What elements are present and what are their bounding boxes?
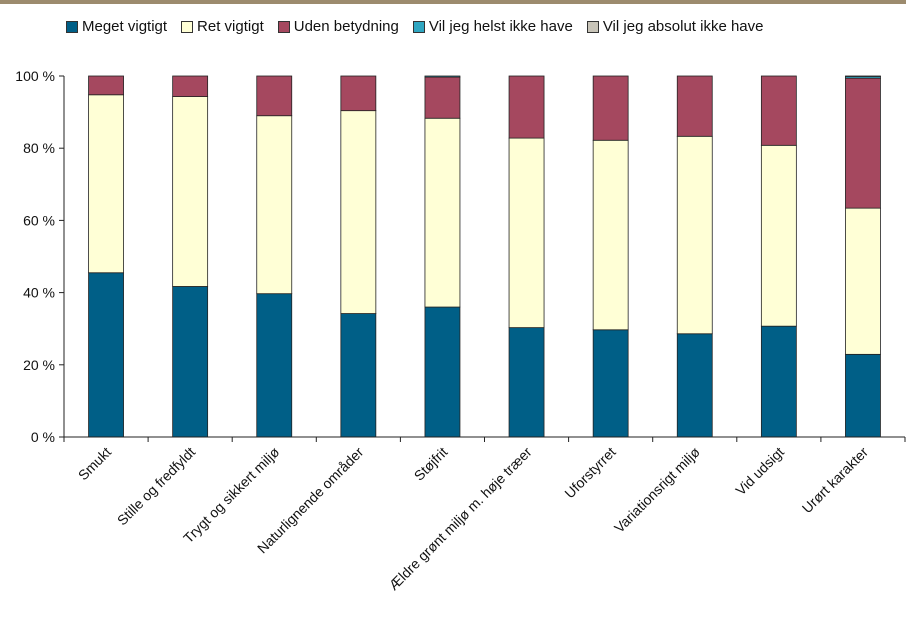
bar-segment [424, 75, 461, 78]
legend-item-uden-betydning: Uden betydning [277, 18, 399, 35]
bar-segment [256, 293, 293, 438]
bar-segment [340, 313, 377, 438]
y-tick-label: 20 % [23, 357, 55, 373]
legend: Meget vigtigt Ret vigtigt Uden betydning… [66, 18, 764, 35]
bar-segment [508, 137, 545, 329]
legend-swatch [181, 20, 194, 33]
legend-label: Meget vigtigt [82, 18, 168, 35]
legend-swatch [66, 20, 78, 33]
y-tick-label: 60 % [23, 212, 55, 228]
legend-swatch [412, 20, 425, 33]
legend-item-meget-vigtigt: Meget vigtigt [66, 18, 167, 35]
x-tick-label: Stille og fredfyldt [114, 444, 199, 529]
bar-segment [845, 77, 881, 209]
x-tick-label: Variationsrigt miljø [611, 443, 703, 535]
y-tick-label: 80 % [23, 140, 55, 156]
legend-label: Vil jeg absolut ikke have [602, 18, 764, 35]
bar-segment [676, 75, 713, 137]
bar-segment [256, 75, 293, 117]
bar-segment [340, 75, 377, 112]
bar-segment [88, 94, 124, 274]
bar-segment [172, 96, 209, 287]
bar-segment [256, 115, 293, 295]
bar-segment [592, 139, 629, 331]
legend-item-helst-ikke: Vil jeg helst ikke have [412, 18, 573, 35]
bar-segment [508, 75, 545, 139]
bar-segment [172, 75, 209, 97]
bar-segment [172, 286, 209, 438]
y-tick-label: 0 % [31, 429, 55, 445]
legend-label: Vil jeg helst ikke have [428, 18, 573, 35]
legend-label: Ret vigtigt [197, 18, 264, 35]
bar-segment [592, 329, 629, 438]
bar-segment [760, 75, 797, 146]
bar-segment [424, 117, 461, 308]
bar-segment [508, 327, 545, 438]
x-tick-label: Uforstyrret [561, 444, 619, 502]
bar-segment [592, 75, 629, 141]
legend-item-absolut-ikke: Vil jeg absolut ikke have [586, 18, 764, 35]
y-tick-label: 100 % [15, 68, 55, 84]
bar-segment [88, 272, 124, 438]
bar-segment [760, 325, 797, 438]
bar-segment [676, 135, 713, 335]
bar-segment [845, 207, 881, 355]
x-tick-label: Vid udsigt [732, 444, 787, 499]
bar-segment [88, 75, 124, 96]
legend-swatch [277, 20, 290, 33]
bar-segment [760, 144, 797, 327]
bar-segment [845, 353, 881, 438]
x-tick-label: Urørt karakter [799, 444, 872, 517]
legend-swatch [586, 20, 599, 33]
bar-segment [424, 76, 461, 119]
x-tick-label: Smukt [75, 444, 114, 483]
bar-segment [676, 333, 713, 438]
bar-segment [424, 306, 461, 438]
x-tick-label: Støjfrit [411, 444, 451, 484]
top-rule [0, 0, 906, 4]
x-tick-label: Ældre grønt miljø m. høje træer [385, 444, 535, 594]
legend-item-ret-vigtigt: Ret vigtigt [181, 18, 264, 35]
bar-segment [340, 110, 377, 314]
legend-label: Uden betydning [293, 18, 399, 35]
y-tick-label: 40 % [23, 285, 55, 301]
